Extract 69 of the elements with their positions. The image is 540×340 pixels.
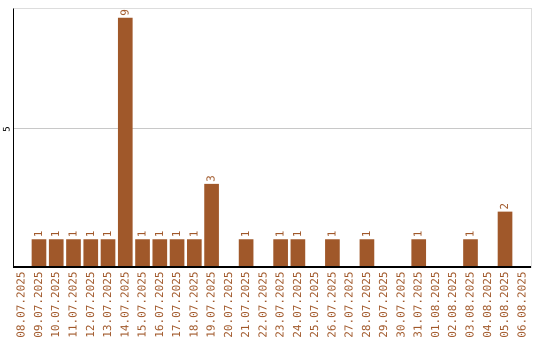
data-label: 1 <box>84 230 97 238</box>
x-tick-label: 04.08.2025 <box>480 272 494 338</box>
data-label: 9 <box>118 9 132 16</box>
bar <box>204 184 219 267</box>
x-tick-label: 10.07.2025 <box>49 272 62 338</box>
x-tick-label: 24.07.2025 <box>290 272 304 338</box>
x-tick-label: 31.07.2025 <box>412 272 425 338</box>
y-tick-label: 5 <box>2 126 12 132</box>
x-tick-label: 14.07.2025 <box>118 272 132 338</box>
data-label: 1 <box>412 230 425 238</box>
bar <box>118 18 133 267</box>
bar <box>152 239 168 267</box>
data-label: 1 <box>239 230 252 238</box>
bar <box>411 239 426 267</box>
x-tick-label: 17.07.2025 <box>170 272 184 338</box>
bar <box>100 239 116 267</box>
x-tick-label: 06.08.2025 <box>515 272 528 338</box>
x-tick-label: 12.07.2025 <box>84 272 97 338</box>
bar <box>48 239 64 267</box>
x-tick-label: 20.07.2025 <box>222 272 235 338</box>
data-label: 3 <box>204 175 218 182</box>
x-tick-label: 23.07.2025 <box>274 272 287 338</box>
bar <box>66 239 81 267</box>
x-tick-label: 22.07.2025 <box>256 272 270 338</box>
data-label: 1 <box>152 230 166 238</box>
x-tick-label: 28.07.2025 <box>360 272 373 338</box>
bar <box>83 239 98 267</box>
data-label: 1 <box>464 230 476 238</box>
data-label: 1 <box>136 230 149 238</box>
x-tick-label: 30.07.2025 <box>394 272 408 338</box>
data-label: 1 <box>66 230 80 238</box>
x-tick-label: 01.08.2025 <box>428 272 442 338</box>
data-label: 1 <box>274 230 287 238</box>
bar <box>186 239 202 267</box>
data-label: 1 <box>290 230 304 238</box>
x-tick-label: 27.07.2025 <box>342 272 356 338</box>
bar <box>463 239 478 267</box>
x-tick-label: 16.07.2025 <box>152 272 166 338</box>
data-label: 1 <box>101 230 114 238</box>
bar <box>498 212 512 267</box>
bar <box>290 239 306 267</box>
x-tick-label: 29.07.2025 <box>377 272 390 338</box>
x-tick-label: 08.07.2025 <box>14 272 28 338</box>
data-label: 1 <box>170 230 184 238</box>
data-label: 1 <box>325 230 338 238</box>
bar <box>238 239 254 267</box>
data-label: 1 <box>49 230 62 238</box>
x-tick-label: 21.07.2025 <box>239 272 252 338</box>
x-tick-label: 26.07.2025 <box>325 272 338 338</box>
bar <box>325 239 340 267</box>
data-label: 2 <box>498 202 512 210</box>
x-tick-label: 11.07.2025 <box>66 272 80 338</box>
data-label: 1 <box>360 230 373 238</box>
x-tick-label: 18.07.2025 <box>187 272 200 338</box>
x-tick-label: 25.07.2025 <box>308 272 322 338</box>
bar <box>170 239 184 267</box>
bar <box>135 239 150 267</box>
x-tick-label: 05.08.2025 <box>498 272 512 338</box>
bar <box>360 239 374 267</box>
bar <box>32 239 46 267</box>
x-tick-label: 19.07.2025 <box>204 272 218 338</box>
x-tick-label: 02.08.2025 <box>446 272 460 338</box>
x-tick-label: 03.08.2025 <box>464 272 476 338</box>
data-label: 1 <box>32 230 45 238</box>
x-tick-label: 13.07.2025 <box>101 272 114 338</box>
bar <box>273 239 288 267</box>
x-tick-label: 15.07.2025 <box>136 272 149 338</box>
data-label: 1 <box>187 230 200 238</box>
x-tick-label: 09.07.2025 <box>32 272 45 338</box>
